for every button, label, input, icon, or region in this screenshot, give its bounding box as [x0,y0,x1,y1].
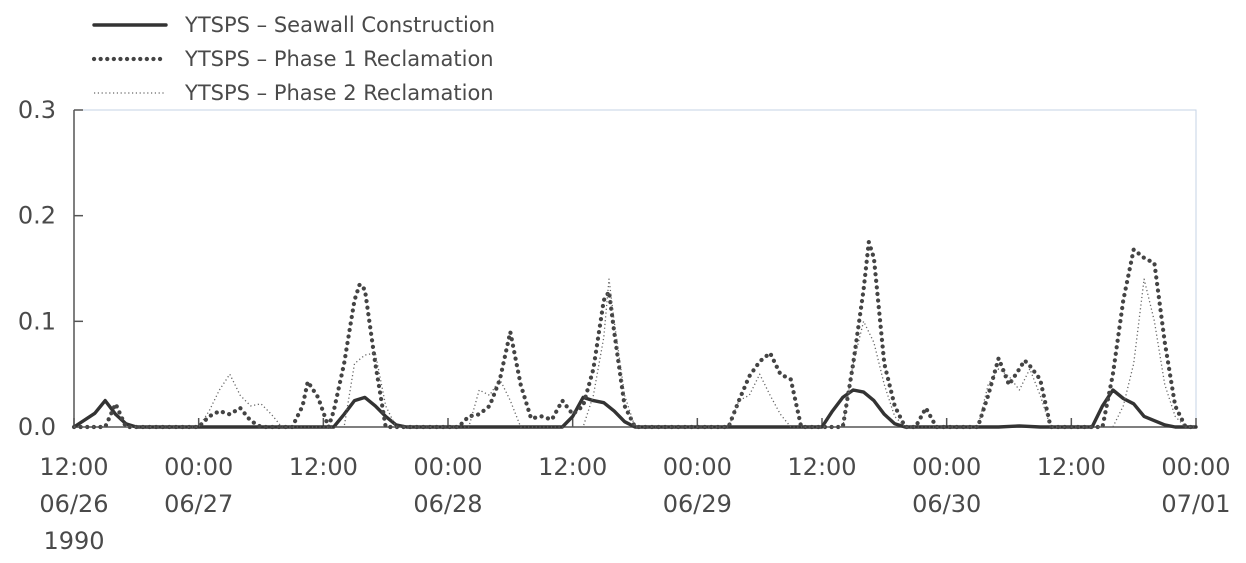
x-axis: 12:00 06/26 1990 00:00 06/27 12:00 00:00 06/28 1… [39,418,1231,555]
x-tick-label: 00:00 [413,453,482,481]
x-tick-label: 00:00 [1161,453,1230,481]
x-tick-label: 06/27 [164,490,233,518]
y-tick-label: 0.2 [18,202,56,230]
plot-area-frame [73,109,1197,428]
x-tick-label: 12:00 [538,453,607,481]
y-tick-label: 0.1 [18,307,56,335]
series-line-2 [71,240,1199,430]
x-tick-label: 06/26 [39,490,108,518]
x-tick-label: 06/29 [663,490,732,518]
legend-label-3: YTSPS – Phase 2 Reclamation [184,81,494,105]
legend-label-1: YTSPS – Seawall Construction [184,13,495,37]
x-tick-label: 12:00 [787,453,856,481]
x-tick-label: 00:00 [164,453,233,481]
x-tick-label: 12:00 [289,453,358,481]
x-tick-label: 00:00 [663,453,732,481]
x-tick-label: 06/30 [912,490,981,518]
x-tick-label: 00:00 [912,453,981,481]
x-tick-label: 07/01 [1161,490,1230,518]
y-tick-label: 0.0 [18,413,56,441]
y-axis: 0.0 0.1 0.2 0.3 [18,96,83,441]
x-tick-label: 1990 [43,527,104,555]
x-tick-label: 12:00 [39,453,108,481]
legend-label-2: YTSPS – Phase 1 Reclamation [184,47,494,71]
series-line-3 [74,278,1196,428]
legend: YTSPS – Seawall Construction YTSPS – Phas… [91,13,495,105]
y-tick-label: 0.3 [18,96,56,124]
series-layer [71,240,1199,430]
x-tick-label: 06/28 [413,490,482,518]
x-tick-label: 12:00 [1037,453,1106,481]
